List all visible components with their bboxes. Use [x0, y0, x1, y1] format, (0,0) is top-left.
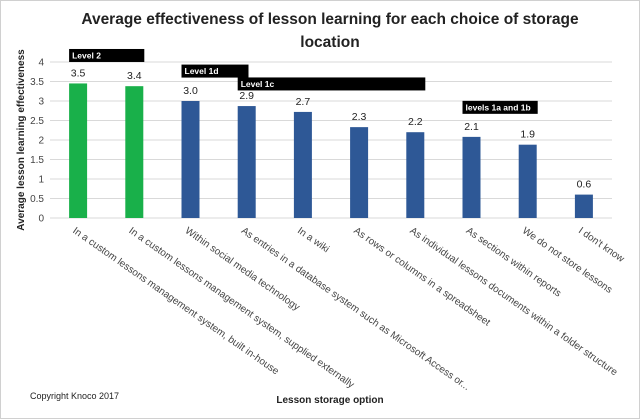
y-tick-label: 0.5	[30, 194, 44, 205]
bar-7	[462, 136, 481, 218]
category-label-8: We do not store lessons	[520, 225, 614, 295]
y-tick-label: 0	[38, 214, 44, 225]
data-label-1: 3.4	[127, 70, 142, 82]
category-label-4: In a wiki	[295, 225, 331, 255]
y-tick-label: 4	[38, 58, 44, 69]
category-label-7: As sections within reports	[464, 225, 563, 299]
category-label-0: In a custom lessons management system, b…	[70, 225, 281, 377]
level-banner-0	[69, 48, 145, 62]
data-label-0: 3.5	[71, 67, 86, 79]
y-tick-label: 2.5	[30, 116, 44, 127]
data-label-2: 3.0	[183, 85, 198, 97]
chart-title-line-2: location	[300, 34, 360, 51]
data-label-7: 2.1	[464, 121, 479, 133]
level-banner-label-1: Level 1d	[185, 66, 219, 76]
data-label-5: 2.3	[352, 111, 367, 123]
y-tick-label: 3.5	[30, 77, 44, 88]
level-banner-1	[181, 64, 249, 78]
data-label-9: 0.6	[577, 179, 592, 191]
bar-5	[350, 127, 369, 218]
data-label-6: 2.2	[408, 116, 423, 128]
y-tick-label: 1.5	[30, 155, 44, 166]
data-label-8: 1.9	[520, 129, 535, 141]
bar-2	[181, 101, 200, 218]
level-banner-label-0: Level 2	[72, 50, 101, 60]
y-tick-label: 2	[38, 136, 44, 147]
bar-3	[237, 106, 256, 218]
bar-4	[293, 111, 312, 218]
bar-9	[574, 194, 593, 218]
copyright-note: Copyright Knoco 2017	[30, 391, 120, 401]
bar-0	[69, 83, 88, 218]
y-tick-label: 1	[38, 175, 44, 186]
data-label-4: 2.7	[296, 96, 311, 108]
level-banner-label-2: Level 1c	[241, 79, 275, 89]
data-label-3: 2.9	[239, 90, 254, 102]
level-banner-2	[237, 77, 426, 91]
category-label-6: As individual lessons documents within a…	[408, 225, 620, 378]
level-banner-label-3: levels 1a and 1b	[466, 102, 531, 112]
level-banner-3	[462, 100, 538, 114]
bar-8	[518, 144, 537, 218]
y-tick-label: 3	[38, 97, 44, 108]
x-axis-label: Lesson storage option	[276, 395, 383, 406]
bar-1	[125, 86, 144, 219]
chart-title-line-1: Average effectiveness of lesson learning…	[81, 11, 579, 28]
bar-6	[406, 132, 425, 218]
y-axis-label: Average lesson learning effectiveness	[16, 49, 27, 231]
category-label-2: Within social media technology	[183, 225, 302, 313]
category-label-9: I don't know	[576, 225, 626, 265]
